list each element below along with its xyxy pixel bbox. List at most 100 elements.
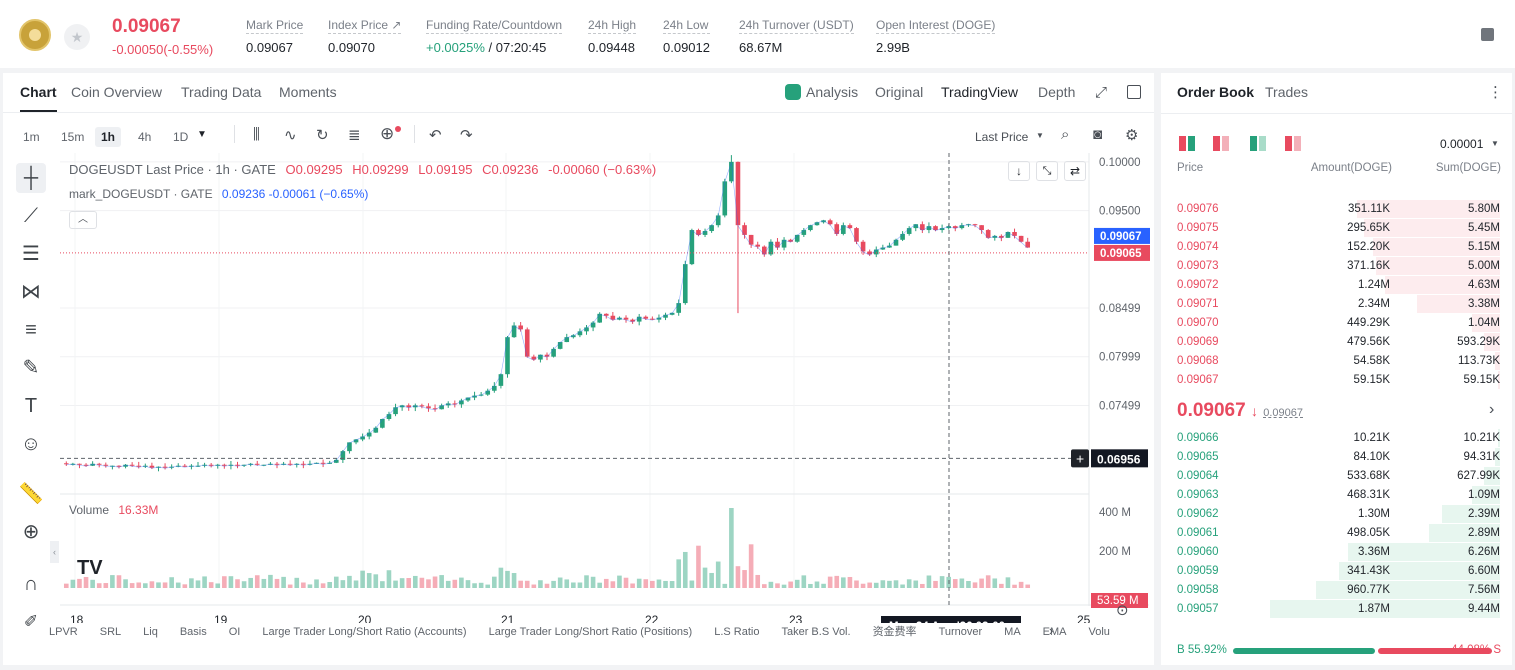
window-icon[interactable] <box>1127 85 1141 99</box>
mark-price-line <box>66 162 1028 469</box>
undo-icon[interactable]: ↶ <box>429 127 442 144</box>
chevron-down-icon[interactable]: ▼ <box>1491 139 1499 148</box>
book-icon[interactable] <box>1481 28 1494 41</box>
volume-bar <box>452 579 458 588</box>
reset-scale-icon[interactable]: ⊙ <box>1116 602 1129 619</box>
tab-order-book[interactable]: Order Book <box>1177 84 1255 100</box>
chevron-down-icon[interactable]: ▼ <box>197 129 207 140</box>
orderbook-row[interactable]: 0.09070 449.29K 1.04M <box>1161 314 1512 333</box>
orderbook-row[interactable]: 0.09064 533.68K 627.99K <box>1161 467 1512 486</box>
candlestick-chart[interactable]: 0.10000 0.09500 0.08499 0.07999 0.07499 400 M… <box>3 153 1154 623</box>
orderbook-view-icon[interactable] <box>1285 136 1303 151</box>
fib-icon[interactable]: ≡ <box>25 319 37 341</box>
pencil-lock-icon[interactable]: ✐ <box>23 612 39 631</box>
fullscreen-icon[interactable]: ⤢ <box>1095 84 1108 101</box>
orderbook-row[interactable]: 0.09062 1.30M 2.39M <box>1161 505 1512 524</box>
text-tool-icon[interactable]: T <box>24 395 38 417</box>
redo-icon[interactable]: ↷ <box>460 127 473 144</box>
favorite-star-icon[interactable]: ★ <box>64 24 90 50</box>
view-tab-analysis[interactable]: Analysis <box>806 84 859 100</box>
view-tab-tradingview[interactable]: TradingView <box>941 84 1019 100</box>
indicator-shortcut[interactable]: EMA <box>1042 626 1067 638</box>
price-type-select[interactable]: Last Price <box>975 130 1029 144</box>
tab-chart[interactable]: Chart <box>20 84 57 112</box>
orderbook-view-icon[interactable] <box>1213 136 1231 151</box>
indicator-shortcut[interactable]: Basis <box>179 626 207 638</box>
indicator-icon[interactable]: ∿ <box>284 127 297 144</box>
brush-icon[interactable]: ✎ <box>22 357 40 379</box>
gear-icon[interactable]: ⚙ <box>1125 127 1139 144</box>
orderbook-row[interactable]: 0.09059 341.43K 6.60M <box>1161 562 1512 581</box>
chevron-left-icon[interactable]: ‹ <box>50 541 59 563</box>
interval-4h[interactable]: 4h <box>138 130 152 144</box>
candles-icon[interactable]: ⫼ <box>253 126 260 143</box>
horizontal-lines-icon[interactable]: ☰ <box>22 243 40 265</box>
interval-1m[interactable]: 1m <box>23 130 40 144</box>
orderbook-view-icon[interactable] <box>1250 136 1268 151</box>
tab-coin-overview[interactable]: Coin Overview <box>71 84 163 100</box>
orderbook-row[interactable]: 0.09069 479.56K 593.29K <box>1161 333 1512 352</box>
template-icon[interactable]: ≣ <box>348 127 361 144</box>
indicator-shortcut[interactable]: SRL <box>99 626 122 638</box>
orderbook-row[interactable]: 0.09071 2.34M 3.38M <box>1161 295 1512 314</box>
orderbook-row[interactable]: 0.09073 371.16K 5.00M <box>1161 257 1512 276</box>
indicator-shortcut[interactable]: 资金费率 <box>872 626 917 638</box>
collapse-legend-button[interactable]: ︿ <box>69 211 97 229</box>
ruler-icon[interactable]: 📏 <box>18 483 44 505</box>
orderbook-row[interactable]: 0.09058 960.77K 7.56M <box>1161 581 1512 600</box>
row-amount: 2.34M <box>1358 298 1390 310</box>
emoji-icon[interactable]: ☺ <box>20 433 42 455</box>
indicator-shortcut[interactable]: Volu <box>1088 626 1110 638</box>
indicator-shortcut[interactable]: Large Trader Long/Short Ratio (Accounts) <box>262 626 467 638</box>
chevron-right-icon[interactable]: › <box>1489 401 1495 418</box>
orderbook-row[interactable]: 0.09065 84.10K 94.31K <box>1161 448 1512 467</box>
interval-15m[interactable]: 15m <box>61 130 85 144</box>
precision-select[interactable]: 0.00001 <box>1440 137 1484 151</box>
indicator-shortcut[interactable]: Turnover <box>938 626 983 638</box>
orderbook-row[interactable]: 0.09066 10.21K 10.21K <box>1161 429 1512 448</box>
orderbook-row[interactable]: 0.09063 468.31K 1.09M <box>1161 486 1512 505</box>
tab-trading-data[interactable]: Trading Data <box>181 84 262 100</box>
orderbook-row[interactable]: 0.09068 54.58K 113.73K <box>1161 352 1512 371</box>
arrow-down-icon[interactable]: ↓ <box>1008 161 1030 181</box>
volume-bar <box>926 575 932 588</box>
indicator-shortcut[interactable]: MA <box>1004 626 1021 638</box>
collapse-icon[interactable]: ⤡ <box>1036 161 1058 181</box>
indicator-shortcut[interactable]: LPVR <box>49 626 78 638</box>
indicator-shortcut[interactable]: OI <box>228 626 241 638</box>
orderbook-row[interactable]: 0.09072 1.24M 4.63M <box>1161 276 1512 295</box>
tab-trades[interactable]: Trades <box>1265 84 1309 100</box>
search-icon[interactable]: ⌕ <box>1061 126 1070 143</box>
orderbook-row[interactable]: 0.09076 351.11K 5.80M <box>1161 200 1512 219</box>
add-indicator-icon[interactable]: ⊕ <box>380 124 395 143</box>
orderbook-row[interactable]: 0.09060 3.36M 6.26M <box>1161 543 1512 562</box>
chevron-down-icon[interactable]: ▼ <box>1036 131 1044 140</box>
interval-1h[interactable]: 1h <box>95 127 122 147</box>
orderbook-row[interactable]: 0.09075 295.65K 5.45M <box>1161 219 1512 238</box>
swap-icon[interactable]: ⇄ <box>1064 161 1086 181</box>
indicator-shortcut[interactable]: Taker B.S Vol. <box>781 626 851 638</box>
view-tab-depth[interactable]: Depth <box>1038 84 1076 100</box>
pattern-icon[interactable]: ⋈ <box>21 281 41 303</box>
view-tab-original[interactable]: Original <box>875 84 924 100</box>
orderbook-row[interactable]: 0.09061 498.05K 2.89M <box>1161 524 1512 543</box>
more-icon[interactable]: ⋮ <box>1488 84 1503 101</box>
orderbook-row[interactable]: 0.09067 59.15K 59.15K <box>1161 371 1512 390</box>
tab-moments[interactable]: Moments <box>279 84 337 100</box>
magnet-icon[interactable]: ∩ <box>23 573 39 595</box>
indicator-shortcut[interactable]: L.S Ratio <box>714 626 760 638</box>
orderbook-row[interactable]: 0.09057 1.87M 9.44M <box>1161 600 1512 619</box>
interval-1D[interactable]: 1D <box>173 130 189 144</box>
add-alert-button[interactable] <box>1071 449 1089 468</box>
trendline-icon[interactable]: ⟋ <box>24 205 38 227</box>
crosshair-icon[interactable]: ┼ <box>16 163 46 193</box>
orderbook-row[interactable]: 0.09074 152.20K 5.15M <box>1161 238 1512 257</box>
plus-icon[interactable]: + <box>1076 450 1084 466</box>
zoom-in-icon[interactable]: ⊕ <box>22 521 40 543</box>
indicator-shortcut[interactable]: Large Trader Long/Short Ratio (Positions… <box>488 626 693 638</box>
indicator-shortcut[interactable]: Liq <box>143 626 158 638</box>
chevron-right-icon[interactable]: › <box>1049 623 1054 638</box>
orderbook-view-icon[interactable] <box>1179 136 1197 151</box>
camera-icon[interactable]: ◙ <box>1093 126 1103 143</box>
refresh-icon[interactable]: ↻ <box>316 127 329 144</box>
